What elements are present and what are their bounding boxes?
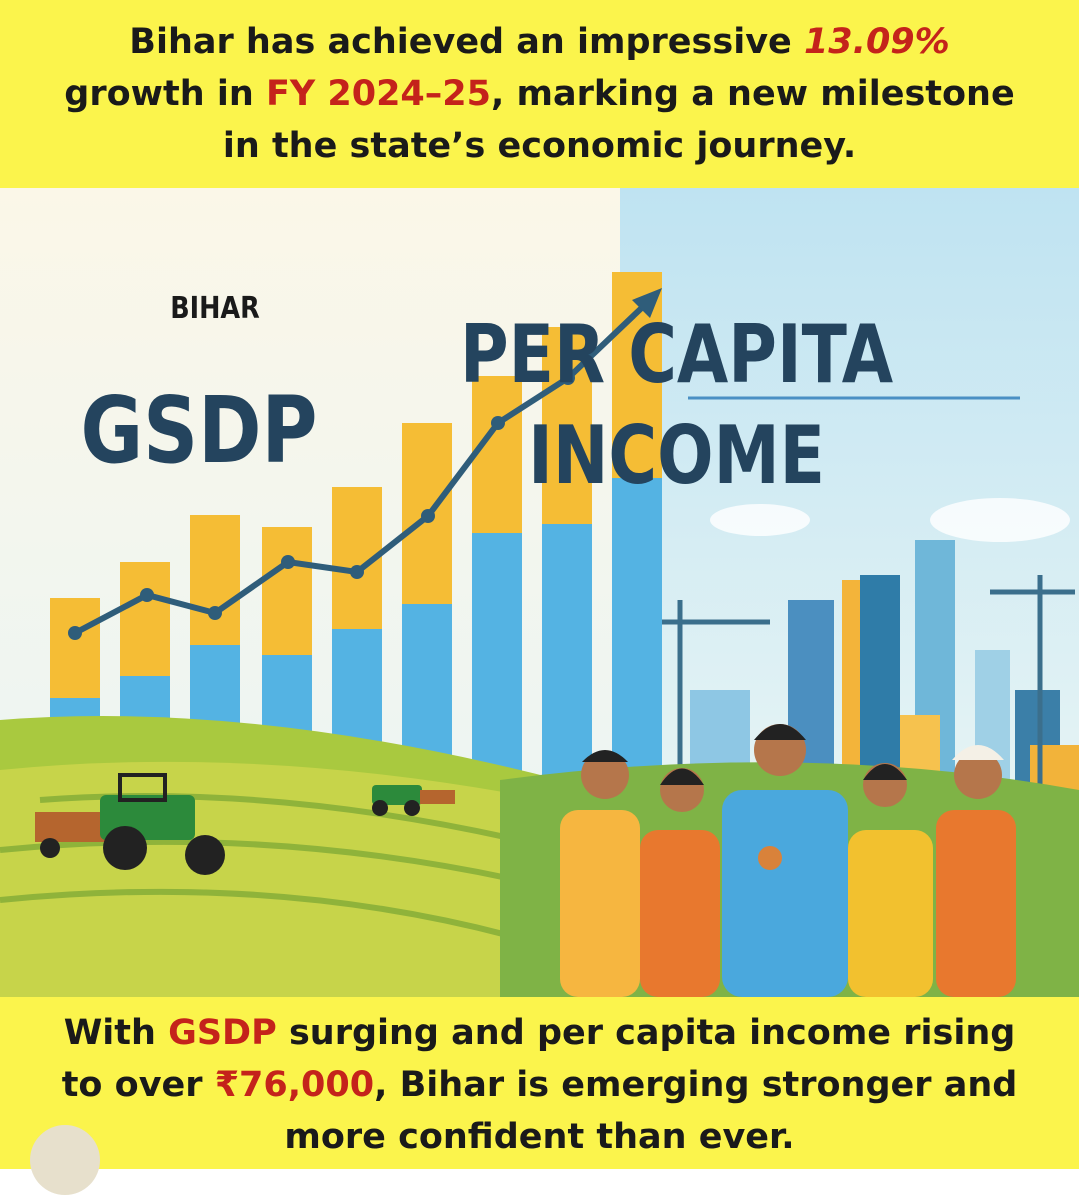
highlight: FY 2024–25: [265, 74, 491, 114]
bar-top: [50, 598, 100, 698]
people: [560, 724, 1016, 997]
footer-line: more confident than ever.: [0, 1111, 1079, 1163]
bar-top: [120, 562, 170, 676]
highlight: GSDP: [168, 1013, 277, 1053]
bar-top: [190, 515, 240, 645]
avatar[interactable]: [30, 1125, 100, 1195]
header-line: growth in FY 2024–25, marking a new mile…: [0, 68, 1079, 120]
per-capita-label: PER CAPITA: [460, 309, 893, 401]
header: Bihar has achieved an impressive 13.09% …: [0, 0, 1079, 188]
income-label: INCOME: [528, 410, 825, 502]
tractor: [35, 773, 225, 875]
text: Bihar has achieved an impressive: [129, 22, 804, 62]
footer-line: to over ₹76,000, Bihar is emerging stron…: [0, 1059, 1079, 1111]
text: more confident than ever.: [284, 1117, 795, 1157]
clouds: [710, 498, 1070, 542]
header-line: in the state’s economic journey.: [0, 120, 1079, 172]
trend-point: [561, 371, 575, 385]
trend-point: [208, 606, 222, 620]
logo: BIHAR: [170, 290, 260, 326]
text: surging and per capita income rising: [276, 1013, 1016, 1053]
footer-line: With GSDP surging and per capita income …: [0, 1007, 1079, 1059]
trend-point: [68, 626, 82, 640]
gsdp-label: GSDP: [81, 377, 318, 484]
tractor: [372, 785, 455, 816]
text: in the state’s economic journey.: [222, 126, 857, 166]
arrow-head: [632, 288, 662, 318]
text: , Bihar is emerging stronger and: [374, 1065, 1018, 1105]
sky: [620, 188, 1079, 800]
highlight: 13.09%: [803, 22, 950, 62]
trend-point: [140, 588, 154, 602]
header-line: Bihar has achieved an impressive 13.09%: [0, 16, 1079, 68]
text: to over: [61, 1065, 215, 1105]
bar-base: [542, 524, 592, 780]
text: With: [63, 1013, 169, 1053]
highlight: ₹76,000: [214, 1065, 375, 1105]
bar-top: [472, 376, 522, 533]
bar-top: [262, 527, 312, 655]
footer: With GSDP surging and per capita income …: [0, 997, 1079, 1169]
trend-point: [350, 565, 364, 579]
text: growth in: [64, 74, 266, 114]
text: , marking a new milestone: [491, 74, 1015, 114]
trend-point: [281, 555, 295, 569]
trend-point: [421, 509, 435, 523]
bar-base: [612, 478, 662, 780]
trend-point: [491, 416, 505, 430]
illustration: BIHAR GSDP PER CAPITA INCOME: [0, 188, 1079, 997]
bar-base: [472, 533, 522, 780]
